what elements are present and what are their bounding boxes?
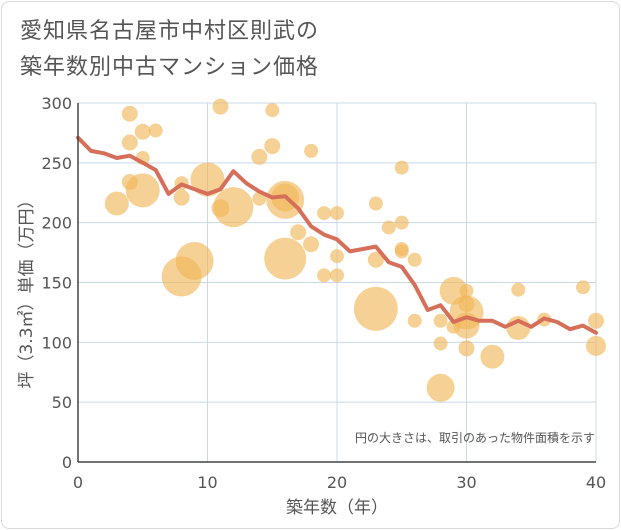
x-tick-label: 40: [586, 473, 606, 492]
data-bubble: [212, 98, 229, 115]
data-bubble: [173, 189, 190, 206]
data-bubble: [317, 206, 332, 221]
data-bubble: [213, 187, 254, 228]
x-tick-label: 20: [327, 473, 347, 492]
data-bubble: [353, 286, 398, 331]
data-bubble: [330, 268, 344, 283]
data-bubble: [121, 134, 138, 151]
data-bubble: [394, 160, 409, 175]
data-bubble: [586, 335, 606, 356]
x-tick-label: 0: [73, 473, 83, 492]
x-tick-label: 30: [456, 473, 476, 492]
data-bubble: [148, 123, 163, 138]
data-bubble: [367, 251, 384, 268]
data-bubble: [407, 313, 422, 328]
data-bubble: [265, 103, 280, 118]
data-bubble: [303, 236, 320, 253]
data-bubble: [394, 215, 409, 230]
y-tick-label: 250: [41, 154, 72, 173]
data-bubble: [458, 340, 475, 357]
grid-lines: [77, 102, 597, 463]
data-bubble: [433, 313, 448, 328]
data-bubble: [251, 148, 268, 165]
data-bubble: [134, 123, 151, 140]
data-bubble: [317, 268, 332, 283]
data-bubble: [290, 224, 307, 241]
data-bubble: [264, 237, 307, 280]
axes-layer: 0 50 100 150 200 250 300 0 10 20 30 40: [41, 94, 606, 492]
data-bubble: [330, 249, 344, 264]
chart-title-line1: 愛知県名古屋市中村区則武の: [20, 19, 320, 44]
x-tick-label: 10: [197, 473, 217, 492]
data-bubble: [458, 296, 475, 313]
data-bubble: [125, 173, 160, 208]
y-tick-label: 150: [41, 274, 72, 293]
y-tick-label: 300: [41, 94, 72, 113]
data-bubble: [576, 280, 591, 295]
data-bubble: [407, 252, 422, 267]
data-bubble: [190, 162, 225, 197]
data-bubble: [104, 191, 129, 216]
data-bubble: [511, 282, 526, 297]
size-note: 円の大きさは、取引のあった物件面積を示す: [355, 430, 595, 445]
y-tick-label: 100: [41, 333, 72, 352]
data-bubble: [480, 344, 505, 369]
data-bubble: [394, 244, 409, 259]
data-bubble: [330, 206, 344, 221]
chart-title: 愛知県名古屋市中村区則武の 築年数別中古マンション価格: [20, 14, 319, 86]
data-bubble: [588, 312, 604, 329]
data-bubble: [426, 373, 455, 402]
trend-line-layer: [76, 135, 598, 335]
y-axis-label: 坪（3.3㎡）単価（万円）: [17, 191, 37, 388]
average-price-line: [76, 135, 598, 335]
data-bubble: [121, 105, 138, 122]
data-bubble: [304, 143, 319, 158]
data-bubble: [264, 138, 281, 155]
y-tick-label: 0: [62, 453, 72, 472]
data-bubble: [459, 283, 474, 298]
data-bubble: [433, 336, 448, 351]
data-bubble: [161, 256, 202, 297]
y-tick-label: 200: [41, 214, 72, 233]
x-axis-label: 築年数（年）: [286, 498, 388, 518]
y-tick-label: 50: [52, 393, 72, 412]
data-bubble: [381, 220, 396, 235]
data-bubble: [368, 196, 383, 211]
chart-title-line2: 築年数別中古マンション価格: [20, 55, 320, 80]
